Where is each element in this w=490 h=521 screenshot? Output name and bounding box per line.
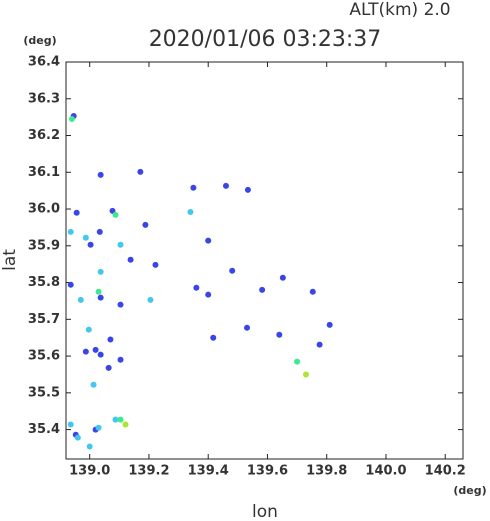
y-tick-label: 35.5 [28, 385, 60, 400]
echo-point [117, 356, 124, 363]
echo-point [137, 168, 144, 175]
echo-point [67, 228, 74, 235]
y-tick-label: 36.2 [28, 128, 60, 143]
echo-point [205, 291, 212, 298]
echo-point [316, 341, 323, 348]
echo-point [77, 296, 84, 303]
echo-point [95, 424, 102, 431]
echo-point [244, 186, 251, 193]
echo-point [276, 331, 283, 338]
echo-point [96, 228, 103, 235]
echo-point [97, 294, 104, 301]
y-tick-label: 35.6 [28, 349, 60, 364]
echo-point [73, 209, 80, 216]
x-tick-label: 139.4 [188, 464, 229, 479]
echo-point [259, 286, 266, 293]
echo-point [205, 237, 212, 244]
echo-point [309, 288, 316, 295]
echo-point [193, 284, 200, 291]
echo-point [112, 211, 119, 218]
y-tick-label: 36.0 [28, 202, 60, 217]
echo-point [90, 381, 97, 388]
x-tick-label: 139.2 [128, 464, 169, 479]
x-tick-label: 140.2 [425, 464, 466, 479]
echo-point [244, 324, 251, 331]
plot-frame [65, 61, 464, 460]
echo-point [222, 182, 229, 189]
echo-point [92, 346, 99, 353]
echo-point [85, 326, 92, 333]
x-tick-label: 139.6 [247, 464, 288, 479]
echo-point [107, 336, 114, 343]
echo-point [190, 184, 197, 191]
echo-point [82, 234, 89, 241]
x-tick-label: 139.0 [69, 464, 110, 479]
echo-point [67, 281, 74, 288]
y-tick-label: 36.4 [28, 55, 60, 70]
y-tick-label: 36.1 [28, 165, 60, 180]
echo-point [112, 416, 119, 423]
echo-point [117, 241, 124, 248]
y-tick-label: 36.3 [28, 91, 60, 106]
echo-point [86, 443, 93, 450]
echo-point [67, 421, 74, 428]
echo-point [74, 434, 81, 441]
x-unit: (deg) [453, 484, 486, 497]
x-axis-label: lon [252, 502, 278, 521]
chart-title: 2020/01/06 03:23:37 [149, 27, 382, 52]
x-tick-label: 140.0 [365, 464, 406, 479]
echo-point [97, 268, 104, 275]
y-tick-label: 35.7 [28, 312, 60, 327]
echo-point [97, 351, 104, 358]
echo-point [127, 256, 134, 263]
echo-point [97, 171, 104, 178]
echo-point [152, 261, 159, 268]
echo-point [279, 274, 286, 281]
y-unit: (deg) [23, 34, 56, 47]
echo-point [326, 321, 333, 328]
echo-point [105, 364, 112, 371]
echo-point [142, 221, 149, 228]
echo-point [87, 241, 94, 248]
echo-point [95, 288, 102, 295]
y-tick-label: 35.8 [28, 275, 60, 290]
echo-point [210, 334, 217, 341]
echo-point [229, 267, 236, 274]
y-tick-label: 35.4 [28, 422, 60, 437]
echo-point [187, 208, 194, 215]
echo-point [82, 348, 89, 355]
y-tick-label: 35.9 [28, 238, 60, 253]
echo-point [68, 115, 75, 122]
y-axis-label: lat [0, 249, 20, 271]
echo-point [122, 421, 129, 428]
echo-point [117, 301, 124, 308]
x-tick-label: 139.8 [306, 464, 347, 479]
echo-point [302, 371, 309, 378]
echo-point [147, 296, 154, 303]
echo-point [117, 416, 124, 423]
echo-point [294, 358, 301, 365]
altitude-label: ALT(km) 2.0 [349, 0, 450, 20]
